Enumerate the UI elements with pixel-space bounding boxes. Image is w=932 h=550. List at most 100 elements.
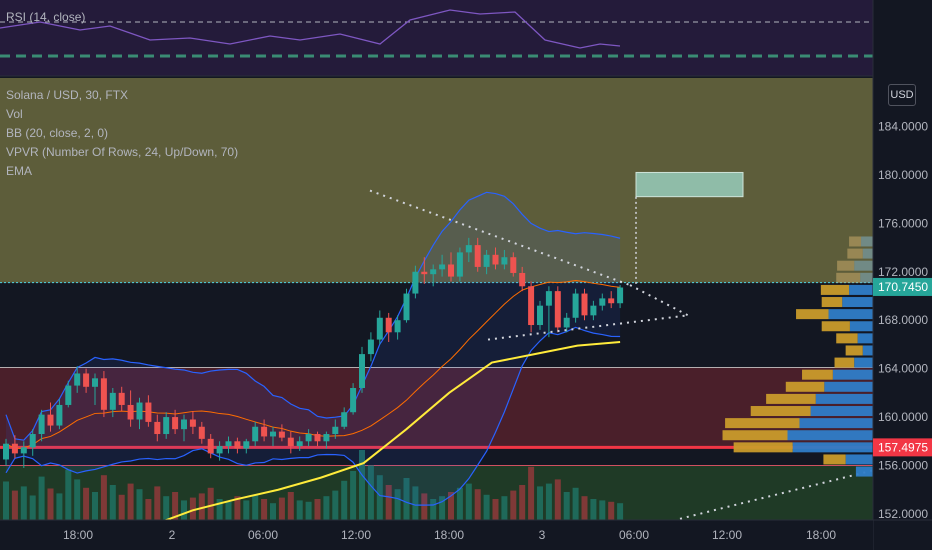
candle-body: [243, 441, 250, 449]
rsi-line: [0, 9, 621, 49]
volume-bar: [234, 496, 241, 520]
vol-legend[interactable]: Vol: [6, 107, 23, 121]
candle-body: [189, 419, 196, 427]
volume-bar: [270, 503, 276, 520]
price-axis[interactable]: 184.0000 180.0000 176.0000 172.0000 168.0000…: [872, 0, 932, 550]
candle-body: [181, 419, 187, 430]
time-tick-label: 18:00: [63, 528, 93, 542]
vp-up-bar: [837, 260, 855, 271]
rsi-background: [0, 0, 873, 76]
volume-bar: [305, 501, 312, 520]
volume-bar: [154, 486, 161, 520]
price-tick-label: 168.0000: [878, 313, 928, 327]
volume-bar: [56, 493, 63, 520]
candle-body: [448, 264, 454, 277]
volume-bar: [287, 492, 294, 520]
volume-bar: [225, 501, 232, 520]
time-tick-label: 18:00: [806, 528, 836, 542]
vpvr-legend[interactable]: VPVR (Number Of Rows, 24, Up/Down, 70): [6, 145, 239, 159]
volume-bar: [617, 503, 624, 520]
bb-lower: [5, 326, 621, 506]
vp-up-bar: [836, 272, 861, 283]
ema-legend[interactable]: EMA: [6, 164, 33, 178]
candle-body: [323, 434, 330, 442]
drawings[interactable]: [369, 171, 874, 520]
vp-up-bar: [834, 357, 855, 368]
level-price-label: 157.4975: [878, 440, 928, 454]
time-tick-label: 3: [539, 528, 546, 542]
volume-bar: [332, 490, 339, 520]
volume-bar: [519, 485, 526, 520]
lower-trendline: [679, 469, 874, 520]
volume-bar: [465, 483, 472, 520]
candle-body: [545, 291, 552, 306]
volume-bar: [189, 497, 196, 520]
volume-bar: [29, 495, 36, 520]
vp-up-bar: [821, 297, 843, 308]
volume-bar: [243, 500, 250, 520]
candle-body: [305, 434, 312, 442]
volume-bar: [118, 494, 125, 520]
time-axis[interactable]: 18:00 2 06:00 12:00 18:00 3 06:00 12:00 18:00: [0, 519, 932, 550]
volume-bar: [608, 501, 615, 520]
candle-body: [528, 286, 535, 326]
candle-body: [403, 293, 410, 321]
time-tick-label: 18:00: [434, 528, 464, 542]
volume-bar: [554, 479, 561, 520]
volume-bar: [181, 500, 187, 520]
candle-body: [421, 271, 428, 275]
bb-upper: [5, 191, 621, 441]
volume-bar: [3, 481, 9, 520]
volume-bar: [572, 487, 579, 520]
last-price-label: 170.7450: [878, 280, 928, 294]
candle-body: [537, 305, 543, 326]
rsi-legend[interactable]: RSI (14, close): [6, 10, 86, 24]
rsi-pane: 75.0050.00: [0, 0, 932, 77]
candle-body: [439, 264, 446, 270]
volume-bar: [350, 471, 357, 520]
volume-bars: [3, 450, 624, 520]
volume-bar: [501, 496, 508, 520]
candle-body: [29, 434, 36, 448]
candle-body: [47, 414, 54, 426]
volume-bar: [74, 479, 81, 520]
price-tick-label: 172.0000: [878, 265, 928, 279]
vp-down-bar: [828, 309, 873, 320]
vp-up-bar: [766, 393, 816, 404]
volume-bar: [20, 486, 27, 520]
candle-body: [127, 404, 134, 420]
vp-up-bar: [802, 369, 833, 380]
price-tick-label: 156.0000: [878, 459, 928, 473]
price-tick-label: 160.0000: [878, 410, 928, 424]
candle-body: [394, 320, 401, 333]
volume-bar: [483, 494, 490, 520]
volume-bar: [278, 497, 285, 520]
candle-body: [252, 426, 259, 442]
volume-bar: [100, 475, 107, 520]
vp-down-bar: [832, 369, 873, 380]
currency-button[interactable]: USD: [888, 84, 916, 106]
volume-bar: [492, 499, 499, 520]
candle-body: [100, 378, 107, 410]
candle-body: [74, 373, 81, 386]
candle-body: [83, 373, 90, 387]
bb-legend[interactable]: BB (20, close, 2, 0): [6, 126, 109, 140]
vp-up-bar: [836, 333, 858, 344]
vp-down-bar: [792, 442, 873, 453]
volume-bar: [510, 490, 517, 520]
volume-bar: [474, 489, 481, 520]
candle-body: [350, 388, 357, 413]
volume-bar: [261, 499, 268, 520]
vp-down-bar: [815, 393, 873, 404]
vp-up-bar: [785, 381, 825, 392]
candle-body: [367, 339, 374, 355]
vp-down-bar: [799, 418, 873, 429]
symbol-legend[interactable]: Solana / USD, 30, FTX: [6, 88, 129, 102]
volume-bar: [590, 499, 597, 520]
candle-body: [270, 431, 276, 437]
last-price-tag: [873, 277, 932, 296]
vp-down-bar: [787, 430, 873, 441]
volume-bar: [216, 499, 223, 520]
